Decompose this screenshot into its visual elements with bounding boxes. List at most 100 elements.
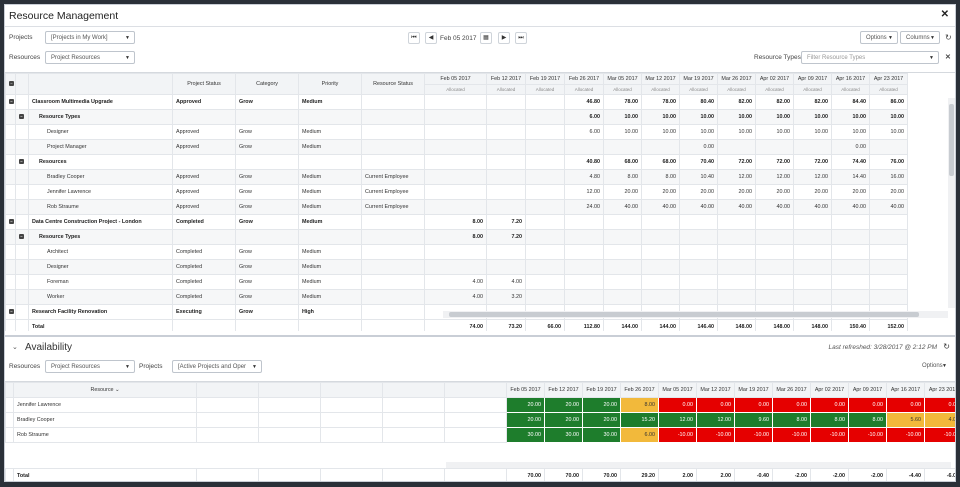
calendar-button[interactable]: ▦ — [480, 32, 492, 44]
av-row[interactable]: Bradley Cooper 20.00 20.00 20.00 15.20 12.00 1… — [5, 412, 955, 428]
table-row[interactable]: Designer Completed Grow Medium — [5, 259, 956, 275]
clear-filter-icon[interactable]: ✕ — [945, 54, 951, 61]
current-date: Feb 05 2017 — [440, 35, 477, 42]
av-resources-select[interactable]: Project Resources ▼ — [45, 360, 135, 373]
table-row[interactable]: Worker Completed Grow Medium 4.00 3.20 — [5, 289, 956, 305]
table-row[interactable]: Rob Straume Approved Grow Medium Current Emp… — [5, 199, 956, 215]
first-period-button[interactable]: ⏮ — [408, 32, 420, 44]
allocation-cell: 76.00 — [869, 154, 908, 170]
row-toggle-cell-2[interactable]: − — [15, 229, 29, 245]
column-header[interactable]: Category — [235, 73, 299, 95]
allocation-cell: 8.00 — [641, 169, 680, 185]
allocation-cell — [486, 169, 526, 185]
projects-select[interactable]: [Projects in My Work] ▼ — [45, 31, 135, 44]
row-attribute: Completed — [172, 274, 236, 290]
date-header: Apr 02 2017 — [755, 73, 794, 85]
av-projects-select[interactable]: [Active Projects and Oper ▼ — [172, 360, 262, 373]
collapse-icon[interactable]: − — [19, 234, 24, 239]
table-row[interactable]: − Resource Types 6.00 10.00 10.00 10.00 10.00 1… — [5, 109, 956, 125]
horizontal-scrollbar[interactable] — [443, 311, 948, 318]
sort-icon[interactable]: ⌄ — [113, 387, 120, 393]
table-row[interactable]: − Resource Types 8.00 7.20 — [5, 229, 956, 245]
row-attribute: Approved — [172, 139, 236, 155]
table-row[interactable]: Foreman Completed Grow Medium 4.00 4.00 — [5, 274, 956, 290]
prev-period-button[interactable]: ◀ — [425, 32, 437, 44]
row-toggle-cell[interactable]: − — [5, 214, 16, 230]
row-name: Bradley Cooper — [28, 169, 173, 185]
availability-cell: 0.00 — [886, 397, 925, 413]
allocation-cell: 12.00 — [755, 169, 794, 185]
allocation-cell: 86.00 — [869, 94, 908, 110]
refresh-icon[interactable]: ↻ — [945, 33, 952, 42]
total-cell: 112.80 — [564, 319, 604, 331]
row-name: Designer — [28, 259, 173, 275]
row-attribute: Grow — [235, 289, 299, 305]
collapse-all-icon[interactable]: − — [9, 81, 14, 86]
allocation-cell — [755, 229, 794, 245]
select-all-toggle[interactable]: − — [5, 73, 16, 95]
table-row[interactable]: Bradley Cooper Approved Grow Medium Current … — [5, 169, 956, 185]
collapse-icon[interactable]: − — [19, 159, 24, 164]
table-row[interactable]: Jennifer Lawrence Approved Grow Medium Curre… — [5, 184, 956, 200]
columns-dropdown[interactable]: Columns ▼ — [900, 31, 940, 44]
av-blank — [320, 427, 383, 443]
allocation-cell: 8.00 — [424, 229, 487, 245]
row-toggle-cell-2 — [15, 184, 29, 200]
av-horizontal-scrollbar[interactable] — [446, 462, 951, 468]
av-blank — [444, 468, 507, 481]
av-row[interactable]: Rob Straume 30.00 30.00 30.00 6.00 -10.00 -10.… — [5, 427, 955, 443]
row-attribute: Grow — [235, 304, 299, 320]
allocation-cell — [717, 259, 756, 275]
date-header: Feb 12 2017 — [486, 73, 526, 85]
allocation-cell: 82.00 — [793, 94, 832, 110]
allocation-cell — [525, 124, 565, 140]
table-row[interactable]: − Data Centre Construction Project - Lond… — [5, 214, 956, 230]
row-attribute: Medium — [298, 259, 362, 275]
row-attribute: Approved — [172, 169, 236, 185]
allocation-cell: 20.00 — [641, 184, 680, 200]
allocation-cell: 20.00 — [603, 184, 642, 200]
close-icon[interactable]: ✕ — [940, 9, 949, 20]
resource-types-filter[interactable]: Filter Resource Types ▼ — [801, 51, 939, 64]
table-row[interactable]: − Classroom Multimedia Upgrade Approved Gro… — [5, 94, 956, 110]
collapse-icon[interactable]: − — [9, 99, 14, 104]
next-period-button[interactable]: ▶ — [498, 32, 510, 44]
refresh-icon[interactable]: ↻ — [943, 342, 950, 351]
chevron-down-icon[interactable]: ⌄ — [12, 344, 18, 351]
av-blank — [5, 382, 14, 398]
vertical-scrollbar[interactable] — [948, 98, 955, 308]
collapse-icon[interactable]: − — [19, 114, 24, 119]
row-toggle-cell-2[interactable]: − — [15, 109, 29, 125]
row-name: Classroom Multimedia Upgrade — [28, 94, 173, 110]
allocation-cell: 40.00 — [755, 199, 794, 215]
row-toggle-cell[interactable]: − — [5, 304, 16, 320]
date-header: Feb 05 2017 — [424, 73, 487, 85]
resources-select[interactable]: Project Resources ▼ — [45, 51, 135, 64]
row-attribute — [361, 109, 425, 125]
table-row[interactable]: − Resources 40.80 68.00 68.00 70.40 72.00 72.00… — [5, 154, 956, 170]
column-header[interactable]: Priority — [298, 73, 362, 95]
collapse-icon[interactable]: − — [9, 309, 14, 314]
allocation-cell: 6.00 — [564, 109, 604, 125]
column-header[interactable]: Resource Status — [361, 73, 425, 95]
row-attribute — [361, 304, 425, 320]
column-header[interactable]: Project Status — [172, 73, 236, 95]
table-row[interactable]: Designer Approved Grow Medium 6.00 10.00 10.00… — [5, 124, 956, 140]
table-row[interactable]: Project Manager Approved Grow Medium 0.00 0.0… — [5, 139, 956, 155]
options-dropdown[interactable]: Options ▼ — [860, 31, 898, 44]
row-attribute: Approved — [172, 124, 236, 140]
last-period-button[interactable]: ⏭ — [515, 32, 527, 44]
allocation-cell — [424, 124, 487, 140]
table-row[interactable]: Architect Completed Grow Medium — [5, 244, 956, 260]
av-total-row: Total 70.00 70.00 70.00 29.20 2.00 2.00 -0.40 -2… — [5, 468, 955, 481]
av-blank — [258, 412, 321, 428]
av-resource-header[interactable]: Resource ⌄ — [13, 382, 197, 398]
av-row[interactable]: Jennifer Lawrence 20.00 20.00 20.00 8.00 0.00… — [5, 397, 955, 413]
row-toggle-cell-2[interactable]: − — [15, 154, 29, 170]
allocation-cell — [641, 214, 680, 230]
collapse-icon[interactable]: − — [9, 219, 14, 224]
allocated-subheader: Allocated — [603, 84, 642, 95]
av-total-cell: 2.00 — [658, 468, 697, 481]
av-options-dropdown[interactable]: Options ▼ — [917, 360, 951, 373]
row-toggle-cell[interactable]: − — [5, 94, 16, 110]
